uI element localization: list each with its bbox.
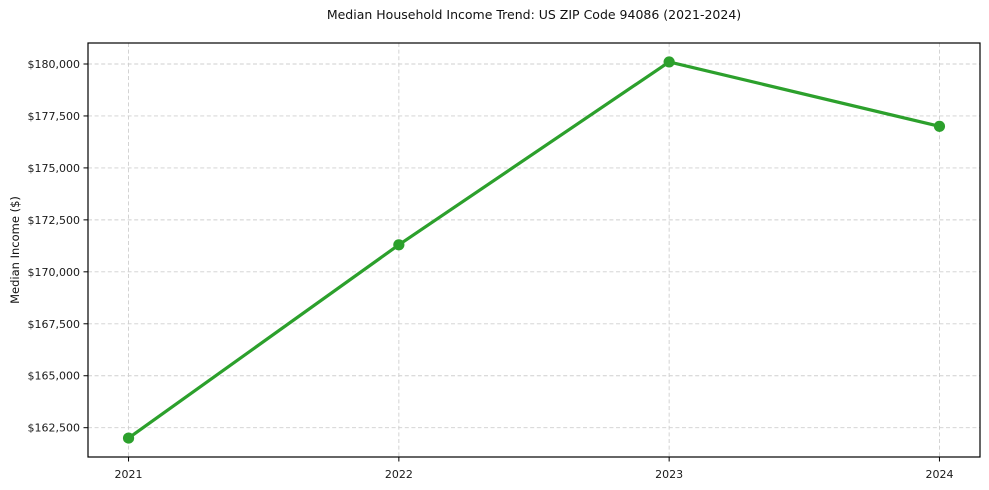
- data-point-2022: [393, 239, 405, 251]
- y-tick-label: $175,000: [28, 162, 81, 175]
- y-tick-label: $165,000: [28, 370, 81, 383]
- data-point-2021: [122, 432, 135, 444]
- y-tick-label: $167,500: [28, 318, 81, 331]
- data-point-2024: [933, 120, 946, 132]
- x-tick-label: 2024: [925, 468, 953, 481]
- y-tick-label: $177,500: [28, 110, 81, 123]
- y-tick-label: $180,000: [28, 58, 81, 71]
- y-tick-label: $172,500: [28, 214, 81, 227]
- plot-border: [87, 42, 981, 458]
- x-tick-label: 2023: [655, 468, 683, 481]
- y-tick-label: $170,000: [28, 266, 81, 279]
- y-tick-label: $162,500: [28, 422, 81, 435]
- data-point-2023: [663, 56, 675, 68]
- x-tick-label: 2022: [385, 468, 413, 481]
- trend-line: [126, 60, 942, 440]
- x-tick-label: 2021: [115, 468, 143, 481]
- chart-title: Median Household Income Trend: US ZIP Co…: [326, 7, 742, 22]
